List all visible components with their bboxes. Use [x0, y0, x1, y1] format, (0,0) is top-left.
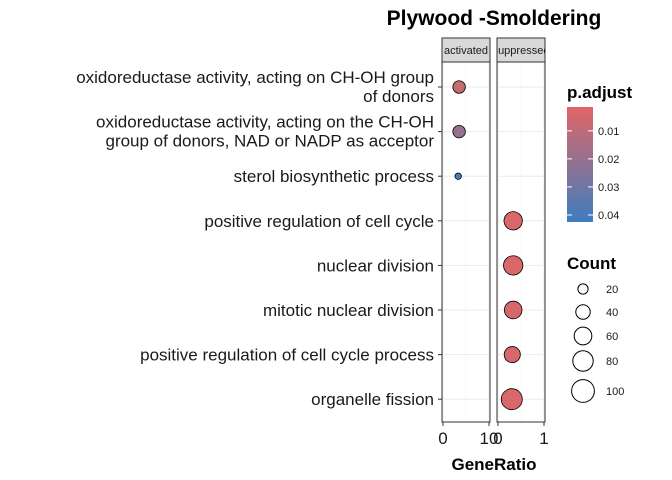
facet-strip — [496, 37, 546, 63]
colorbar-tick-label: 0.01 — [598, 126, 619, 138]
x-axis-title: GeneRatio — [451, 455, 536, 474]
count-legend-label: 100 — [606, 386, 624, 398]
data-point — [452, 80, 466, 94]
count-legend-label: 40 — [606, 307, 618, 319]
data-point — [503, 211, 523, 231]
y-tick-label: positive regulation of cell cycle proces… — [140, 346, 434, 365]
data-point — [454, 172, 462, 180]
facet-strip — [441, 37, 491, 63]
p-adjust-legend: p.adjust 0.01 0.02 0.03 0.04 — [567, 83, 633, 222]
x-tick-label: 1 — [539, 429, 548, 448]
x-axis: 0 100 1 — [438, 422, 549, 448]
count-legend-label: 80 — [606, 356, 618, 368]
p-adjust-colorbar — [567, 107, 593, 222]
y-tick-label: nuclear division — [317, 256, 434, 275]
data-point — [503, 346, 521, 364]
y-tick-label: organelle fission — [311, 390, 434, 409]
x-tick-label: 10 — [480, 429, 499, 448]
y-tick-label: oxidoreductase activity, acting on the C… — [96, 113, 434, 151]
count-legend-title: Count — [567, 254, 616, 273]
x-tick-label: 0 — [438, 429, 447, 448]
count-legend-label: 20 — [606, 284, 618, 296]
count-legend-key — [572, 350, 594, 372]
colorbar-tick-label: 0.02 — [598, 154, 619, 166]
x-tick-label: 0 — [493, 429, 502, 448]
facet-strip-label: activated — [444, 45, 488, 57]
data-point — [503, 255, 524, 276]
facet-panel-activated: activated — [441, 37, 491, 423]
facet-panels: activated suppressed — [441, 37, 550, 423]
count-legend-key — [575, 304, 591, 320]
count-legend-key — [571, 379, 595, 403]
count-legend-key — [577, 283, 589, 295]
data-point — [452, 124, 466, 139]
facet-panel-suppressed: suppressed — [493, 37, 550, 423]
count-legend: Count 20 40 60 80 100 — [567, 254, 624, 403]
y-tick-label: sterol biosynthetic process — [234, 167, 434, 186]
count-legend-key — [573, 326, 593, 346]
colorbar-tick-label: 0.04 — [598, 210, 619, 222]
data-point — [500, 388, 523, 411]
facet-strip-label: suppressed — [493, 45, 550, 57]
colorbar-tick-label: 0.03 — [598, 182, 619, 194]
p-adjust-legend-title: p.adjust — [567, 83, 633, 102]
y-axis-labels: oxidoreductase activity, acting on CH-OH… — [76, 68, 442, 409]
y-tick-label: oxidoreductase activity, acting on CH-OH… — [76, 68, 434, 106]
y-tick-label: mitotic nuclear division — [263, 301, 434, 320]
y-tick-label: positive regulation of cell cycle — [204, 212, 434, 231]
data-point — [503, 300, 523, 320]
chart-title: Plywood -Smoldering — [387, 7, 602, 30]
count-legend-label: 60 — [606, 331, 618, 343]
